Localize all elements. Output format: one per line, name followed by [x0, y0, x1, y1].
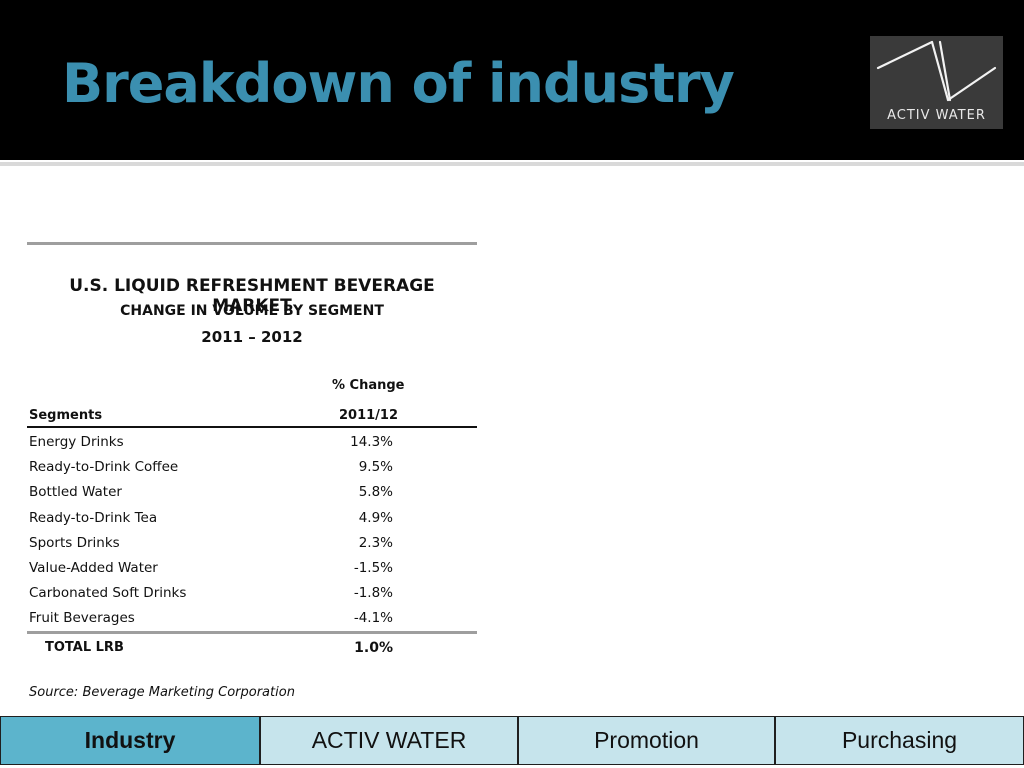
- col-header-percent-change: % Change: [332, 378, 405, 393]
- table-subtitle: CHANGE IN VOLUME BY SEGMENT: [120, 303, 384, 319]
- table-source: Source: Beverage Marketing Corporation: [29, 685, 295, 700]
- table-title: U.S. LIQUID REFRESHMENT BEVERAGE MARKET: [69, 276, 435, 316]
- table-row: Fruit Beverages -4.1%: [27, 608, 477, 633]
- table-bottom-rule: [27, 631, 477, 634]
- table-row: Ready-to-Drink Tea 4.9%: [27, 508, 477, 533]
- segment-name: Ready-to-Drink Coffee: [29, 459, 179, 476]
- table-years: 2011 – 2012: [201, 328, 303, 346]
- table-row: Ready-to-Drink Coffee 9.5%: [27, 457, 477, 482]
- segment-name: Sports Drinks: [29, 534, 120, 551]
- table-top-rule: [27, 242, 477, 245]
- lrb-market-table: U.S. LIQUID REFRESHMENT BEVERAGE MARKET …: [27, 240, 477, 710]
- table-row: Value-Added Water -1.5%: [27, 558, 477, 583]
- slide-header: [0, 0, 1024, 160]
- tab-promotion[interactable]: Promotion: [518, 716, 775, 765]
- segment-name: Fruit Beverages: [29, 610, 135, 627]
- bottom-nav: Industry ACTIV WATER Promotion Purchasin…: [0, 716, 1024, 768]
- tab-industry[interactable]: Industry: [0, 716, 260, 765]
- header-rule: [27, 426, 477, 428]
- table-row: Bottled Water 5.8%: [27, 482, 477, 507]
- segment-value: -1.8%: [353, 585, 393, 602]
- segment-value: 4.9%: [358, 509, 393, 526]
- slide-title: Breakdown of industry: [62, 52, 735, 115]
- activ-water-logo-mark-icon: [876, 40, 997, 102]
- table-rows: Energy Drinks 14.3% Ready-to-Drink Coffee…: [27, 432, 477, 634]
- table-row: Sports Drinks 2.3%: [27, 533, 477, 558]
- col-header-segments: Segments: [29, 408, 103, 423]
- logo-text: ACTIV WATER: [887, 108, 986, 123]
- table-row: Carbonated Soft Drinks -1.8%: [27, 583, 477, 608]
- segment-name: Carbonated Soft Drinks: [29, 585, 187, 602]
- segment-value: 14.3%: [350, 434, 393, 450]
- segment-value: 2.3%: [358, 534, 393, 551]
- segment-name: Bottled Water: [29, 484, 122, 501]
- tab-activ-water[interactable]: ACTIV WATER: [260, 716, 518, 765]
- total-label: TOTAL LRB: [45, 640, 124, 655]
- tab-purchasing[interactable]: Purchasing: [775, 716, 1024, 765]
- segment-value: -1.5%: [353, 559, 393, 576]
- segment-value: 5.8%: [358, 484, 393, 501]
- segment-value: 9.5%: [358, 459, 393, 476]
- segment-name: Energy Drinks: [29, 434, 124, 450]
- segment-name: Value-Added Water: [29, 559, 158, 576]
- segment-name: Ready-to-Drink Tea: [29, 509, 158, 526]
- col-header-period: 2011/12: [339, 408, 399, 423]
- table-row: Energy Drinks 14.3%: [27, 432, 477, 457]
- header-divider: [0, 162, 1024, 166]
- segment-value: -4.1%: [353, 610, 393, 627]
- activ-water-logo: ACTIV WATER: [870, 36, 1003, 129]
- total-value: 1.0%: [354, 640, 393, 656]
